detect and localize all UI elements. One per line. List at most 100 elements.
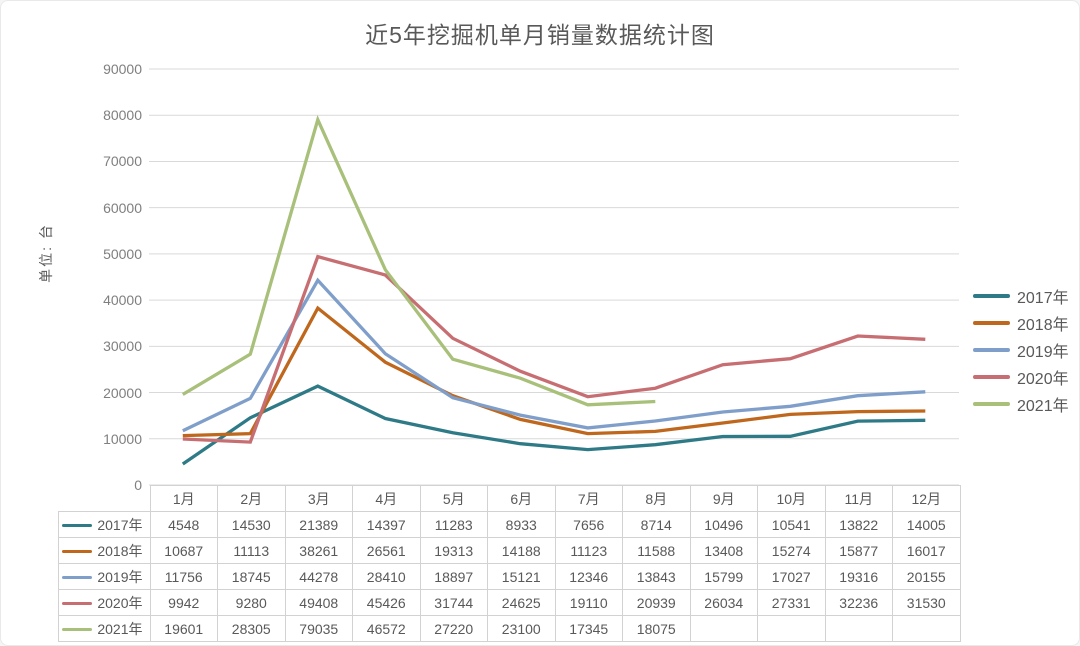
series-line-2018年 xyxy=(182,305,926,438)
row-label-cell: 2019年 xyxy=(58,563,151,590)
row-label-cell: 2017年 xyxy=(58,511,151,538)
value-cell: 79035 xyxy=(284,615,353,642)
value-cell: 14530 xyxy=(217,511,286,538)
row-label-cell: 2020年 xyxy=(58,589,151,616)
value-cell: 49408 xyxy=(284,589,353,616)
table-row-2020年: 2020年 9942 9280 49408 45426 31744 24625 19110 20… xyxy=(58,589,961,616)
series-line-2021年 xyxy=(181,114,656,407)
month-header-cell: 5月 xyxy=(419,485,488,512)
series-line-2019年 xyxy=(182,277,926,433)
value-cell: 31744 xyxy=(419,589,488,616)
value-cell: 10496 xyxy=(689,511,758,538)
table-row-2021年: 2021年 19601 28305 79035 46572 27220 23100 17345… xyxy=(58,615,961,642)
y-axis-tick-label: 20000 xyxy=(103,384,142,401)
value-cell: 4548 xyxy=(149,511,218,538)
y-axis-tick-label: 80000 xyxy=(103,107,142,124)
value-cell: 15799 xyxy=(689,563,758,590)
y-axis-tick-label: 30000 xyxy=(103,338,142,355)
legend-line-swatch xyxy=(973,293,1010,298)
value-cell: 13843 xyxy=(622,563,691,590)
value-cell: 11588 xyxy=(622,537,691,564)
value-cell: 12346 xyxy=(554,563,623,590)
series-line-2017年 xyxy=(181,384,926,466)
legend-item-2021年: 2021年 xyxy=(973,390,1069,417)
value-cell: 11113 xyxy=(217,537,286,564)
legend-label: 2017年 xyxy=(1017,289,1069,307)
value-cell xyxy=(824,615,893,642)
value-cell: 45426 xyxy=(352,589,421,616)
table-row-2019年: 2019年 11756 18745 44278 28410 18897 15121 12346… xyxy=(58,563,961,590)
value-cell: 11123 xyxy=(554,537,623,564)
row-line-swatch xyxy=(62,627,93,631)
y-axis-tick-label: 70000 xyxy=(103,153,142,170)
value-cell: 21389 xyxy=(284,511,353,538)
legend-item-2019年: 2019年 xyxy=(973,336,1069,363)
row-label-text: 2020年 xyxy=(97,594,143,611)
value-cell xyxy=(757,615,826,642)
value-cell: 13822 xyxy=(824,511,893,538)
legend-label: 2019年 xyxy=(1017,343,1069,361)
y-axis-tick-label: 0 xyxy=(134,477,142,493)
value-cell: 7656 xyxy=(554,511,623,538)
value-cell: 20155 xyxy=(892,563,961,590)
value-cell: 15877 xyxy=(824,537,893,564)
legend-line-swatch xyxy=(973,374,1010,379)
value-cell xyxy=(689,615,758,642)
value-cell: 26034 xyxy=(689,589,758,616)
value-cell: 19110 xyxy=(554,589,623,616)
value-cell: 31530 xyxy=(892,589,961,616)
month-header-cell: 1月 xyxy=(149,485,218,512)
legend-item-2017年: 2017年 xyxy=(973,282,1069,309)
legend-label: 2020年 xyxy=(1017,370,1069,388)
row-label-text: 2019年 xyxy=(97,568,143,585)
value-cell: 19316 xyxy=(824,563,893,590)
month-header-cell: 4月 xyxy=(352,485,421,512)
value-cell: 46572 xyxy=(352,615,421,642)
value-cell: 32236 xyxy=(824,589,893,616)
value-cell: 8714 xyxy=(622,511,691,538)
value-cell: 44278 xyxy=(284,563,353,590)
value-cell: 11756 xyxy=(149,563,218,590)
chart-title: 近5年挖掘机单月销量数据统计图 xyxy=(365,22,715,48)
value-cell: 9942 xyxy=(149,589,218,616)
value-cell: 27331 xyxy=(757,589,826,616)
row-line-swatch xyxy=(62,549,93,553)
month-header-cell: 7月 xyxy=(554,485,623,512)
month-header-cell: 8月 xyxy=(622,485,691,512)
table-header-row: 1月 2月 3月 4月 5月 6月 7月 8月 9月 10月 11月 12月 xyxy=(59,485,961,512)
table-corner-blank xyxy=(59,486,151,512)
y-axis-title: 单位: 台 xyxy=(38,223,54,283)
row-label-text: 2021年 xyxy=(97,620,143,637)
value-cell: 27220 xyxy=(419,615,488,642)
row-label-cell: 2018年 xyxy=(58,537,151,564)
value-cell: 19313 xyxy=(419,537,488,564)
value-cell: 11283 xyxy=(419,511,488,538)
value-cell: 18075 xyxy=(622,615,691,642)
table-row-2018年: 2018年 10687 11113 38261 26561 19313 14188 11123… xyxy=(58,537,961,564)
value-cell: 9280 xyxy=(217,589,286,616)
value-cell: 15121 xyxy=(487,563,556,590)
value-cell: 15274 xyxy=(757,537,826,564)
value-cell: 38261 xyxy=(284,537,353,564)
legend-line-swatch xyxy=(973,347,1010,352)
value-cell: 14397 xyxy=(352,511,421,538)
value-cell: 10541 xyxy=(757,511,826,538)
row-label-text: 2017年 xyxy=(97,516,143,533)
legend-label: 2018年 xyxy=(1017,316,1069,334)
row-label-text: 2018年 xyxy=(97,542,143,559)
legend-label: 2021年 xyxy=(1017,397,1069,415)
value-cell: 18897 xyxy=(419,563,488,590)
legend-item-2020年: 2020年 xyxy=(973,363,1069,390)
row-line-swatch xyxy=(62,523,93,527)
value-cell: 14188 xyxy=(487,537,556,564)
value-cell: 19601 xyxy=(149,615,218,642)
plot-area xyxy=(149,68,959,486)
legend: 2017年 2018年 2019年 2020年 2021年 xyxy=(973,282,1069,417)
value-cell: 23100 xyxy=(487,615,556,642)
value-cell: 8933 xyxy=(487,511,556,538)
value-cell: 14005 xyxy=(892,511,961,538)
data-table: 1月 2月 3月 4月 5月 6月 7月 8月 9月 10月 11月 12月 2017年 4548 1453… xyxy=(58,485,961,642)
value-cell: 13408 xyxy=(689,537,758,564)
value-cell: 17027 xyxy=(757,563,826,590)
